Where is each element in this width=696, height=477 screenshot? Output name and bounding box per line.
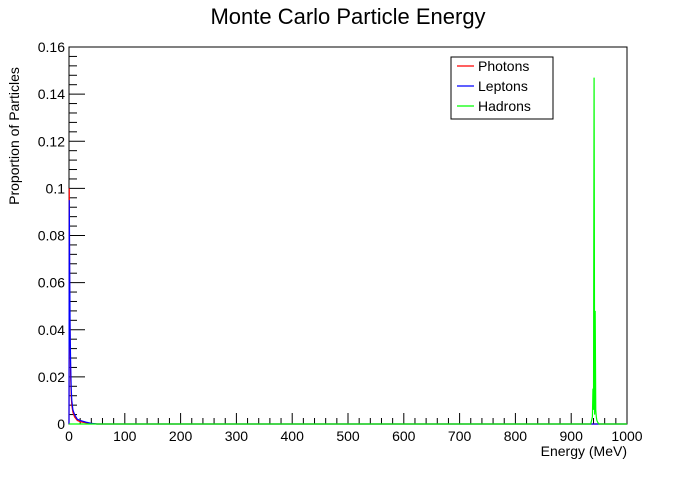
y-tick-label: 0.14 (38, 86, 65, 102)
x-tick-label: 100 (113, 428, 137, 444)
x-tick-label: 300 (225, 428, 249, 444)
legend-label-hadrons: Hadrons (478, 98, 531, 114)
x-tick-label: 700 (448, 428, 472, 444)
y-axis-label: Proportion of Particles (6, 67, 22, 205)
x-tick-label: 800 (504, 428, 528, 444)
y-tick-label: 0 (57, 416, 65, 432)
legend: Photons Leptons Hadrons (450, 56, 554, 120)
x-tick-label: 400 (281, 428, 305, 444)
y-tick-label: 0.08 (38, 228, 65, 244)
y-tick-label: 0.04 (38, 322, 65, 338)
y-tick-label: 0.02 (38, 369, 65, 385)
y-axis: 0 0.02 0.04 0.06 0.08 0.1 0.12 0.14 0.16 (38, 39, 85, 432)
x-tick-label: 500 (336, 428, 360, 444)
legend-box (450, 56, 554, 120)
x-tick-label: 1000 (611, 428, 642, 444)
x-axis: 0 100 200 300 400 500 600 700 800 900 1000 (65, 413, 643, 444)
y-tick-label: 0.16 (38, 39, 65, 55)
series-line-leptons (68, 200, 627, 425)
series-layer (68, 77, 627, 425)
x-axis-label: Energy (MeV) (541, 443, 627, 459)
x-tick-label: 600 (392, 428, 416, 444)
x-tick-label: 0 (65, 428, 73, 444)
y-tick-label: 0.06 (38, 275, 65, 291)
series-line-photons (68, 188, 627, 425)
x-tick-label: 900 (560, 428, 584, 444)
series-line-hadrons (69, 77, 627, 425)
x-tick-label: 200 (169, 428, 193, 444)
legend-label-photons: Photons (478, 58, 529, 74)
y-tick-label: 0.1 (46, 180, 66, 196)
legend-label-leptons: Leptons (478, 78, 528, 94)
y-tick-label: 0.12 (38, 133, 65, 149)
chart-title: Monte Carlo Particle Energy (210, 4, 485, 29)
